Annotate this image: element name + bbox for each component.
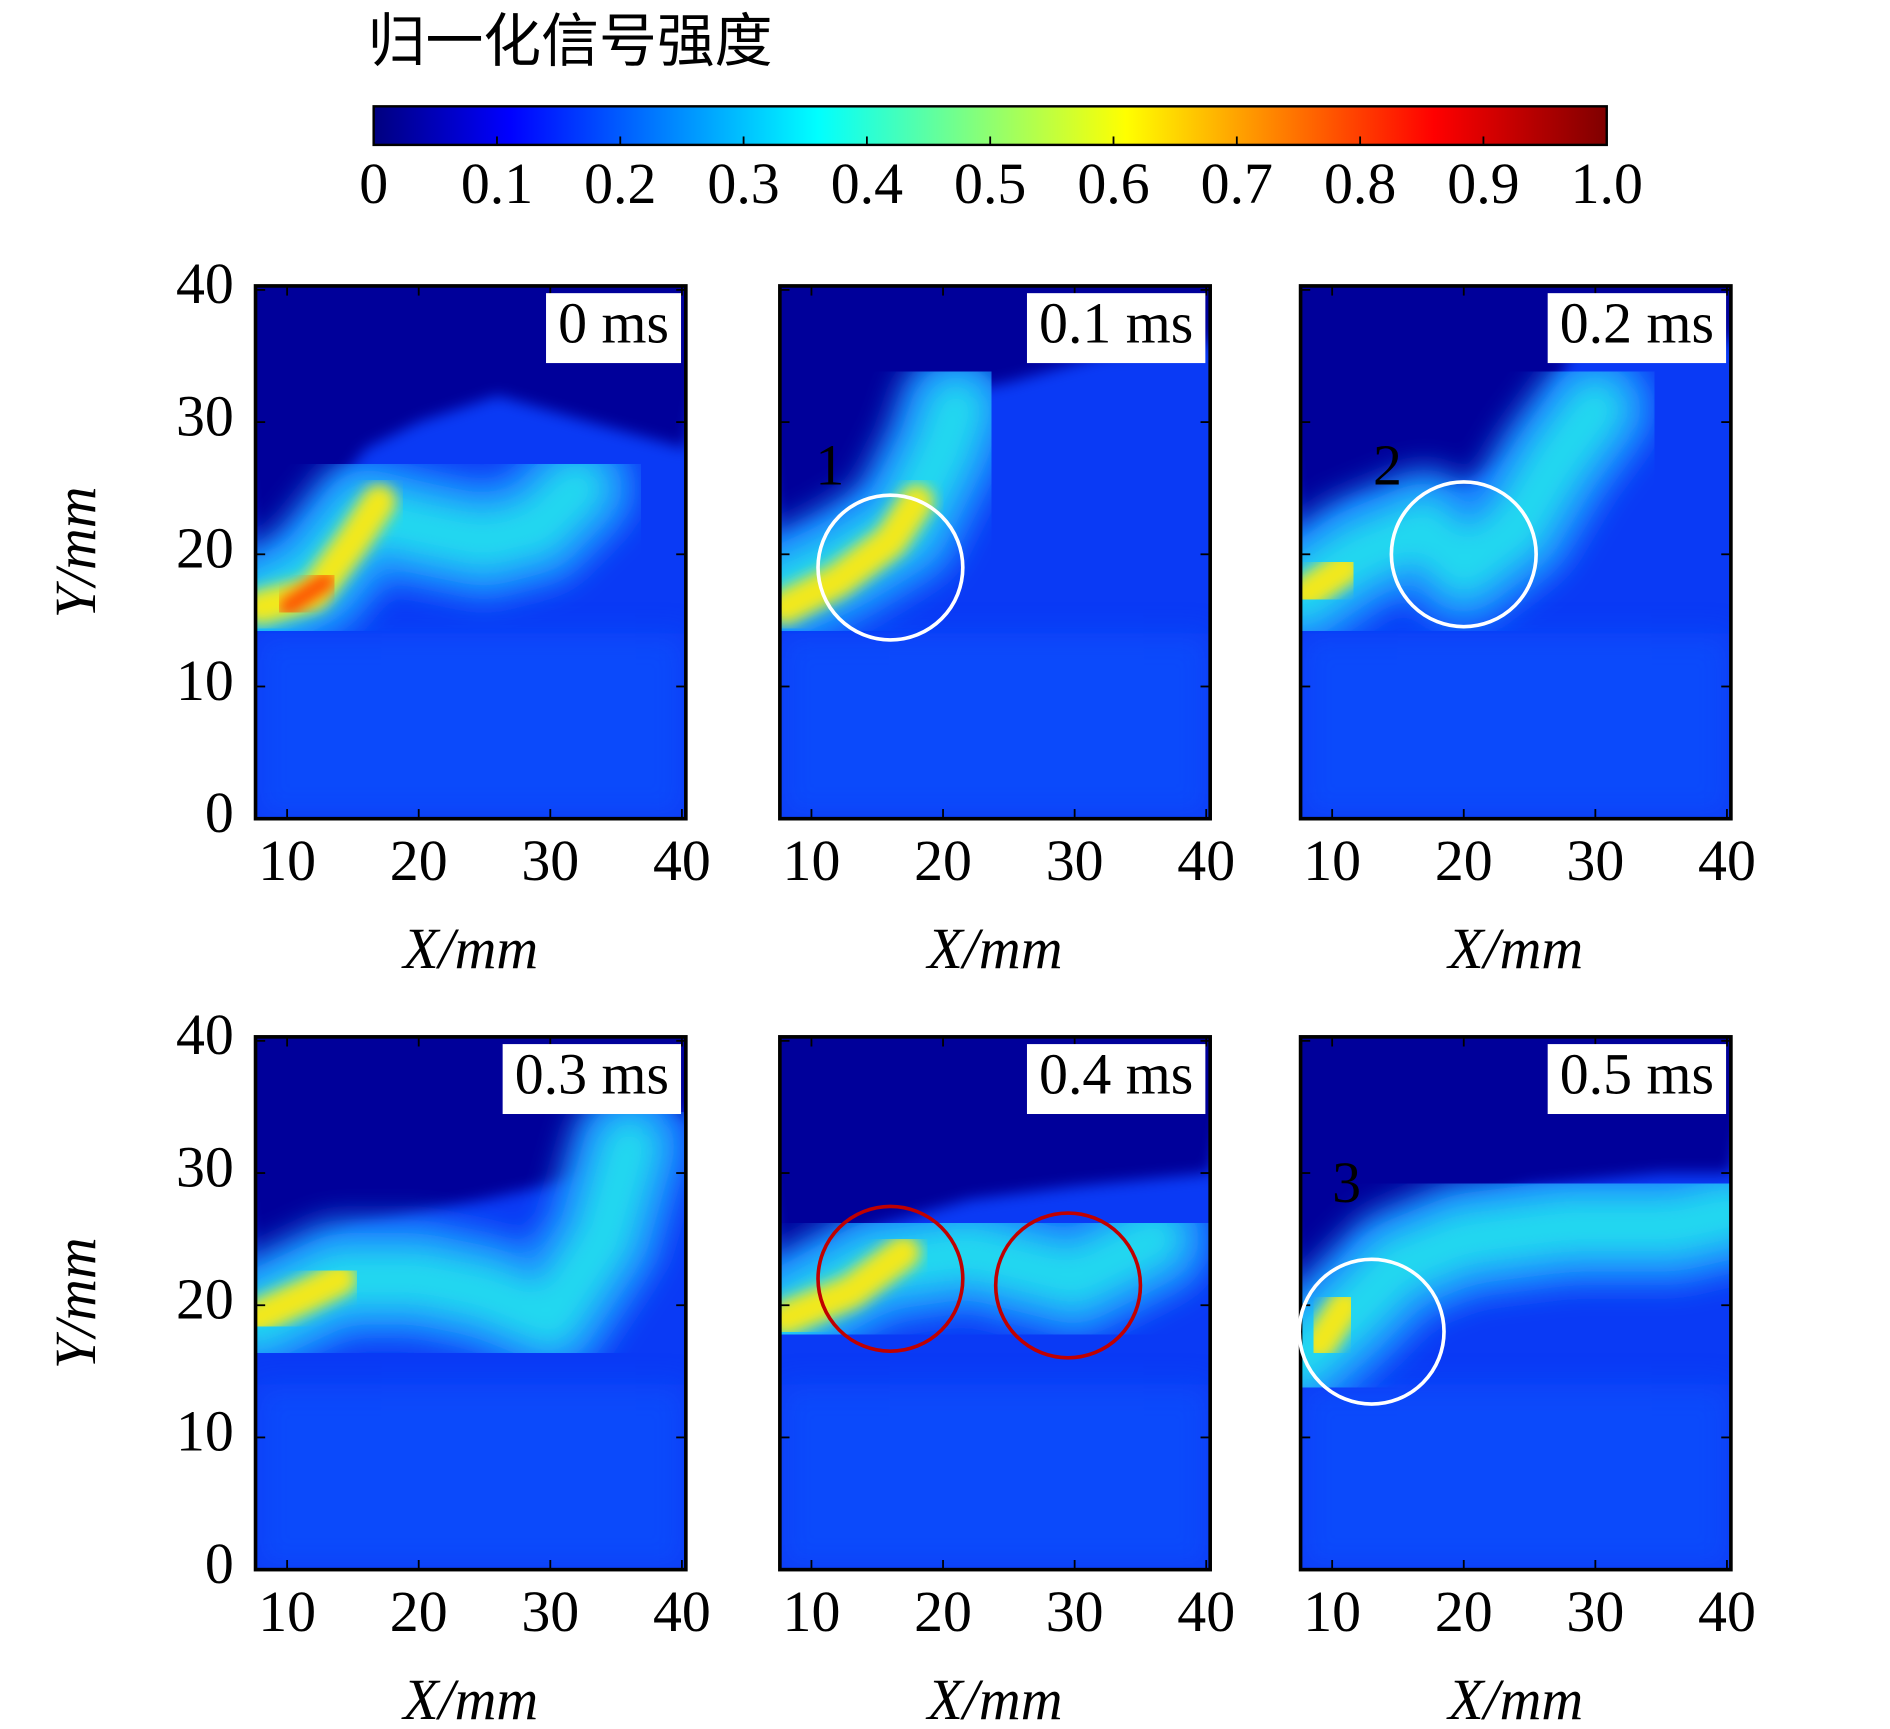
heatmap-image	[255, 1036, 686, 1570]
panel-label-box	[1026, 293, 1206, 364]
panel-label: 0.1 ms	[1039, 291, 1193, 356]
colorbar-tick-label: 0.5	[954, 151, 1026, 216]
panel-label-box	[1547, 293, 1727, 364]
highlight-circle	[1297, 1257, 1446, 1406]
y-tick-label: 40	[176, 1002, 234, 1067]
x-tick-label: 20	[914, 828, 972, 893]
colorbar-tick-label: 0.8	[1324, 151, 1396, 216]
x-axis-label: X/mm	[401, 916, 538, 981]
x-tick-label: 20	[1435, 828, 1493, 893]
x-tick-label: 20	[914, 1579, 972, 1644]
axes-frame	[778, 284, 1212, 821]
panel-label-box	[1547, 1044, 1727, 1115]
x-tick-label: 30	[1566, 828, 1624, 893]
panel-label: 0.5 ms	[1560, 1042, 1714, 1107]
lower-glow	[255, 1384, 686, 1570]
axes-frame	[253, 1035, 688, 1572]
lower-glow	[1300, 633, 1731, 819]
x-axis-label: X/mm	[401, 1667, 538, 1729]
highlight-circle	[816, 493, 965, 642]
x-tick-label: 20	[1435, 1579, 1493, 1644]
plume-peak	[277, 571, 336, 617]
plume-core	[779, 484, 934, 625]
x-tick-label: 20	[390, 1579, 448, 1644]
lower-glow	[1300, 1384, 1731, 1570]
x-tick-label: 40	[653, 828, 711, 893]
x-axis-label: X/mm	[1446, 916, 1583, 981]
panel-label: 0.2 ms	[1560, 291, 1714, 356]
heatmap-image	[1300, 1036, 1731, 1570]
x-tick-label: 30	[521, 828, 579, 893]
colorbar-tick-label: 0	[359, 151, 388, 216]
highlight-circle	[993, 1211, 1143, 1360]
colorbar-tick-label: 0.4	[831, 151, 903, 216]
colorbar-tick-label: 0.9	[1447, 151, 1519, 216]
x-tick-label: 10	[258, 828, 316, 893]
panel-label: 0 ms	[558, 291, 669, 356]
y-axis-label: Y/mm	[43, 1237, 108, 1369]
heatmap-image	[1300, 285, 1731, 819]
colorbar-title: 归一化信号强度	[368, 7, 773, 75]
x-tick-label: 30	[1046, 1579, 1104, 1644]
axes-frame	[1298, 284, 1733, 821]
panel-label-box	[546, 293, 682, 364]
plume-core	[255, 1261, 357, 1336]
panel-label-box	[502, 1044, 682, 1115]
x-tick-label: 10	[1303, 1579, 1361, 1644]
colorbar-tick-label: 0.7	[1201, 151, 1273, 216]
highlight-circle	[1389, 480, 1538, 629]
lower-glow	[255, 633, 686, 819]
x-tick-label: 40	[1177, 828, 1235, 893]
x-tick-label: 20	[390, 828, 448, 893]
y-tick-label: 30	[176, 1134, 234, 1199]
plume	[1300, 379, 1625, 624]
y-tick-label: 40	[176, 251, 234, 316]
x-axis-label: X/mm	[1446, 1667, 1583, 1729]
axes-frame	[253, 284, 688, 821]
x-tick-label: 30	[521, 1579, 579, 1644]
y-tick-label: 0	[205, 780, 234, 845]
x-tick-label: 30	[1566, 1579, 1624, 1644]
annotation: 3	[1332, 1150, 1361, 1215]
colorbar-tick-label: 0.6	[1077, 151, 1149, 216]
lower-glow	[779, 633, 1211, 819]
colorbar-tick-label: 1.0	[1571, 151, 1643, 216]
lower-glow	[779, 1384, 1211, 1570]
x-tick-label: 10	[1303, 828, 1361, 893]
x-tick-label: 10	[783, 1579, 841, 1644]
axes-frame	[778, 1035, 1212, 1572]
x-tick-label: 40	[1177, 1579, 1235, 1644]
annotation: 2	[1373, 432, 1402, 497]
panel-label-box	[1026, 1044, 1206, 1115]
colorbar-tick-label: 0.3	[707, 151, 779, 216]
x-tick-label: 10	[783, 828, 841, 893]
y-tick-label: 10	[176, 1399, 234, 1464]
colorbar-tick-label: 0.2	[584, 151, 656, 216]
y-tick-label: 0	[205, 1531, 234, 1596]
x-tick-label: 40	[1698, 1579, 1756, 1644]
x-tick-label: 30	[1046, 828, 1104, 893]
x-axis-label: X/mm	[926, 1667, 1063, 1729]
x-axis-label: X/mm	[926, 916, 1063, 981]
y-axis-label: Y/mm	[43, 486, 108, 618]
y-tick-label: 10	[176, 648, 234, 713]
plume-core	[1300, 550, 1363, 612]
x-tick-label: 40	[653, 1579, 711, 1644]
y-tick-label: 20	[176, 1267, 234, 1332]
highlight-circle	[816, 1204, 965, 1353]
panel-label: 0.3 ms	[515, 1042, 669, 1107]
axes-frame	[1298, 1035, 1733, 1572]
annotation: 1	[815, 432, 844, 497]
panel-label: 0.4 ms	[1039, 1042, 1193, 1107]
y-tick-label: 20	[176, 516, 234, 581]
plume-core	[1301, 1288, 1363, 1363]
y-tick-label: 30	[176, 383, 234, 448]
x-tick-label: 40	[1698, 828, 1756, 893]
colorbar-tick-label: 0.1	[461, 151, 533, 216]
x-tick-label: 10	[258, 1579, 316, 1644]
